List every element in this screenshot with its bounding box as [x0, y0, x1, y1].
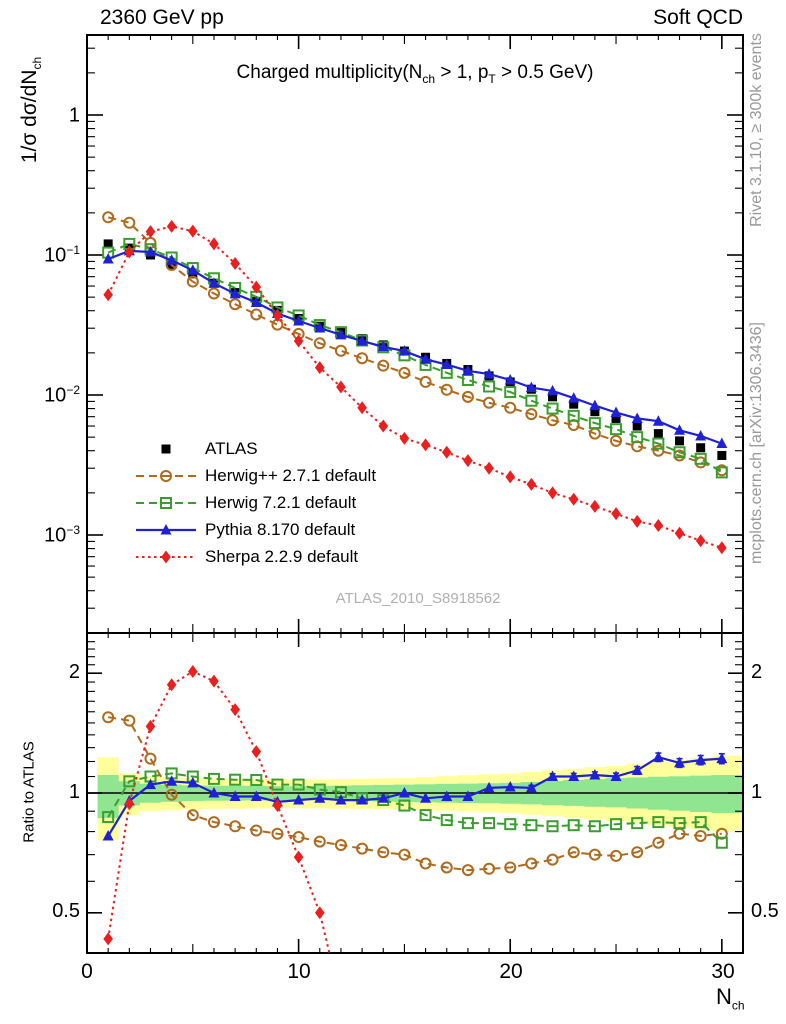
ratio-tick-05-right: 0.5: [751, 900, 779, 922]
x-tick-10: 10: [287, 960, 311, 983]
ratio-tick-1-left: 1: [68, 781, 80, 803]
y-tick-1e-3: 10−3: [44, 523, 80, 547]
mcplots-reference-label: mcplots.cern.ch [arXiv:1306.3436]: [748, 322, 765, 564]
watermark: ATLAS_2010_S8918562: [335, 590, 501, 607]
y-tick-1: 1: [68, 104, 80, 127]
ratio-tick-2-right: 2: [751, 661, 763, 683]
y-tick-1e-2: 10−2: [44, 383, 80, 407]
series-herwigpp-ratio: [102, 711, 728, 877]
axis-ticks: [86, 35, 744, 953]
ratio-tick-2-left: 2: [68, 661, 80, 683]
legend-label-sherpa: Sherpa 2.2.9 default: [205, 547, 359, 566]
legend: [136, 444, 196, 564]
legend-label-herwig7: Herwig 7.2.1 default: [205, 493, 357, 512]
header-beam-energy: 2360 GeV pp: [100, 6, 224, 29]
ratio-series: [102, 664, 728, 953]
ratio-tick-1-right: 1: [751, 781, 763, 803]
legend-label-herwigpp: Herwig++ 2.7.1 default: [205, 466, 377, 485]
x-axis-label: Nch: [716, 984, 745, 1013]
rivet-version-label: Rivet 3.1.10, ≥ 300k events: [748, 33, 765, 227]
x-tick-20: 20: [499, 960, 523, 983]
x-tick-0: 0: [81, 960, 93, 983]
ratio-tick-05-left: 0.5: [52, 900, 80, 922]
legend-label-pythia: Pythia 8.170 default: [205, 520, 356, 539]
series-herwig7-ratio: [102, 767, 728, 849]
legend-label-atlas: ATLAS: [205, 439, 258, 458]
y-tick-1e-1: 10−1: [44, 243, 80, 267]
header-process-tag: Soft QCD: [653, 6, 743, 29]
series-sherpa-main: [103, 219, 727, 555]
series-sherpa-ratio: [103, 664, 331, 953]
series-pythia-ratio: [102, 751, 728, 841]
main-series: [102, 211, 728, 555]
main-panel: [86, 34, 744, 634]
plot-title: Charged multiplicity(Nch > 1, pT > 0.5 G…: [236, 62, 594, 86]
x-tick-30: 30: [711, 960, 735, 983]
